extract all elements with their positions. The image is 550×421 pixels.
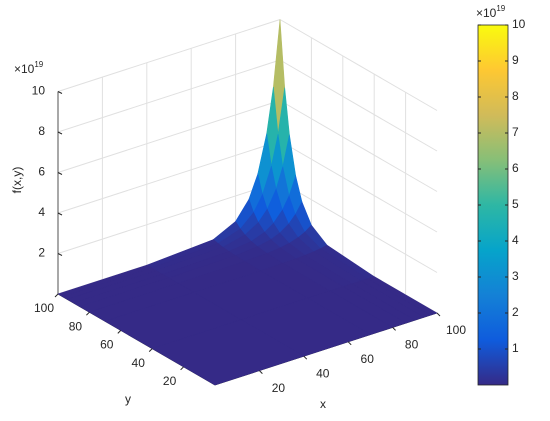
colorbar-tick-label: 8 xyxy=(512,89,519,103)
y-tick-label: 100 xyxy=(34,301,54,315)
tick-mark xyxy=(148,348,153,352)
colorbar-multiplier: ×1019 xyxy=(476,4,506,20)
tick-mark xyxy=(57,212,63,216)
y-tick-label: 80 xyxy=(69,319,83,333)
colorbar-tick-label: 4 xyxy=(512,233,519,247)
grid-line xyxy=(57,140,281,214)
grid-line xyxy=(279,19,438,111)
tick-mark xyxy=(54,293,59,298)
surface-patch xyxy=(151,319,305,386)
tick-mark xyxy=(259,370,263,374)
y-tick-label: 60 xyxy=(100,338,114,352)
tick-mark xyxy=(57,91,63,94)
tick-mark xyxy=(57,253,63,256)
z-tick-label: 2 xyxy=(38,246,45,260)
z-tick-label: 6 xyxy=(38,165,45,179)
tick-mark xyxy=(86,311,90,316)
multiplier-exponent: 19 xyxy=(496,4,505,13)
z-tick-label: 4 xyxy=(38,205,45,219)
colorbar-tick-label: 6 xyxy=(512,161,519,175)
grid-line xyxy=(279,100,438,192)
y-tick-label: 40 xyxy=(132,356,146,370)
surface xyxy=(57,19,438,386)
multiplier-base: ×10 xyxy=(476,6,497,20)
colorbar xyxy=(477,24,509,386)
grid-line xyxy=(57,19,281,92)
colorbar-axis: 1 2 3 4 5 6 7 8 9 10 xyxy=(478,17,526,355)
grid-line xyxy=(57,59,281,133)
x-tick-label: 40 xyxy=(316,366,330,380)
colorbar-tick-label: 10 xyxy=(512,17,526,31)
x-tick-label: 20 xyxy=(272,381,286,395)
grid-line xyxy=(57,181,281,254)
colorbar-tick-label: 3 xyxy=(512,269,519,283)
z-multiplier: ×1019 xyxy=(14,60,44,76)
labels: 20 40 60 80 100 20 40 60 80 100 2 4 6 8 10 xyxy=(32,84,467,395)
colorbar-tick-label: 7 xyxy=(512,125,519,139)
grid-line xyxy=(57,100,281,173)
grid-line xyxy=(279,59,438,152)
colorbar-tick-label: 9 xyxy=(512,53,519,67)
tick-mark xyxy=(180,366,184,371)
colorbar-tick-label: 1 xyxy=(512,341,519,355)
x-tick-label: 80 xyxy=(405,338,419,352)
colorbar-tick-label: 5 xyxy=(512,197,519,211)
x-tick-label: 100 xyxy=(446,323,466,337)
tick-mark xyxy=(57,131,63,135)
multiplier-base: ×10 xyxy=(14,62,35,76)
tick-mark xyxy=(392,327,396,331)
y-tick-label: 20 xyxy=(163,374,177,388)
grid-line xyxy=(279,181,438,273)
tick-mark xyxy=(347,341,352,346)
x-tick-label: 60 xyxy=(361,352,375,366)
tick-mark xyxy=(57,172,63,175)
z-tick-label: 8 xyxy=(38,124,45,138)
z-tick-label: 10 xyxy=(32,84,46,98)
tick-mark xyxy=(436,312,441,317)
z-axis-label: f(x,y) xyxy=(10,167,24,194)
x-axis-label: x xyxy=(320,397,326,411)
multiplier-exponent: 19 xyxy=(34,60,43,69)
grid-line xyxy=(279,140,438,233)
tick-mark xyxy=(303,355,308,360)
colorbar-tick-label: 2 xyxy=(512,305,519,319)
tick-mark xyxy=(117,330,122,334)
y-axis-label: y xyxy=(125,392,131,406)
